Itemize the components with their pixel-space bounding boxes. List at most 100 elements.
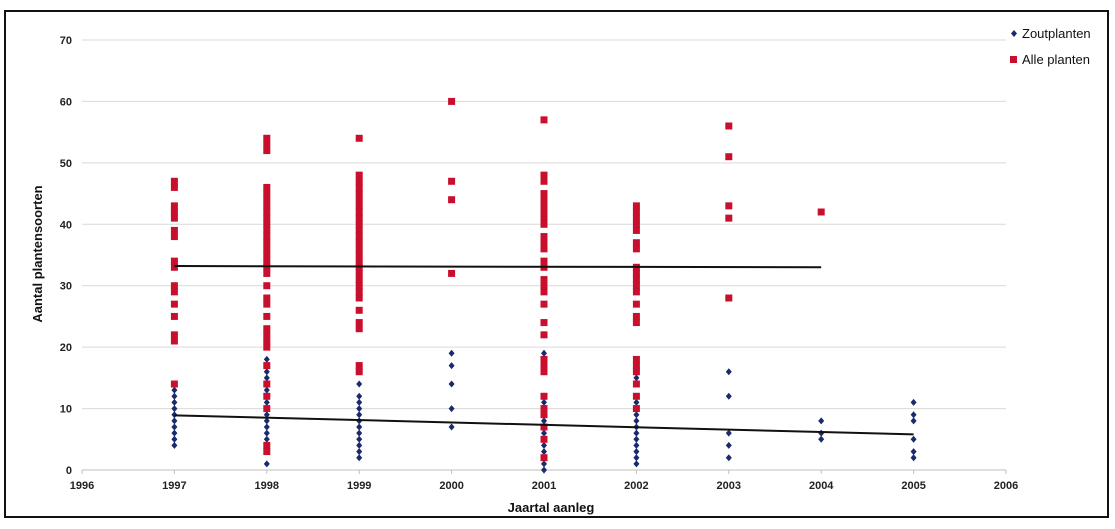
point-zoutplanten <box>356 441 363 449</box>
x-tick-label: 2005 <box>901 480 925 492</box>
point-alle-planten <box>355 325 363 333</box>
point-alle-planten <box>632 276 640 284</box>
x-tick-label: 2000 <box>439 480 463 492</box>
point-alle-planten <box>540 245 548 253</box>
point-zoutplanten <box>910 417 917 425</box>
point-zoutplanten <box>818 429 825 437</box>
point-zoutplanten <box>541 417 547 425</box>
point-alle-planten <box>355 196 363 204</box>
point-zoutplanten <box>448 405 455 413</box>
point-alle-planten <box>355 220 363 228</box>
point-alle-planten <box>170 312 178 320</box>
point-alle-planten <box>632 392 640 400</box>
point-zoutplanten <box>356 405 363 413</box>
point-zoutplanten <box>263 423 270 431</box>
point-zoutplanten <box>356 454 363 462</box>
point-zoutplanten <box>171 441 178 449</box>
point-zoutplanten <box>910 435 917 443</box>
point-alle-planten <box>632 362 640 370</box>
point-alle-planten <box>355 134 363 142</box>
point-zoutplanten <box>818 417 825 425</box>
point-alle-planten <box>725 153 733 161</box>
point-alle-planten <box>263 331 271 339</box>
data-points <box>170 97 917 474</box>
point-alle-planten <box>540 171 548 179</box>
point-zoutplanten <box>263 429 270 437</box>
x-tick-label: 1999 <box>347 480 371 492</box>
legend-item-zoutplanten: Zoutplanten <box>1011 26 1091 41</box>
point-alle-planten <box>540 331 548 339</box>
point-alle-planten <box>632 214 640 222</box>
point-alle-planten <box>263 147 271 155</box>
point-alle-planten <box>263 183 271 191</box>
point-alle-planten <box>540 239 548 247</box>
point-alle-planten <box>263 245 271 253</box>
point-alle-planten <box>263 140 271 148</box>
point-alle-planten <box>263 226 271 234</box>
point-zoutplanten <box>633 454 640 462</box>
point-zoutplanten <box>725 441 732 449</box>
point-alle-planten <box>263 239 271 247</box>
point-zoutplanten <box>725 454 732 462</box>
point-alle-planten <box>263 263 271 271</box>
point-zoutplanten <box>541 441 547 449</box>
point-alle-planten <box>263 337 271 345</box>
point-alle-planten <box>540 362 548 370</box>
point-zoutplanten <box>910 411 917 419</box>
point-zoutplanten <box>263 460 270 468</box>
point-alle-planten <box>540 208 548 216</box>
point-zoutplanten <box>541 466 547 474</box>
point-zoutplanten <box>171 435 178 443</box>
point-zoutplanten <box>633 441 640 449</box>
y-tick-label: 70 <box>60 35 72 47</box>
point-alle-planten <box>263 362 271 370</box>
point-zoutplanten <box>910 454 917 462</box>
point-alle-planten <box>540 257 548 265</box>
point-zoutplanten <box>541 429 547 437</box>
point-alle-planten <box>170 214 178 222</box>
trend-line-zoutplanten <box>174 414 914 436</box>
point-zoutplanten <box>171 386 178 394</box>
point-zoutplanten <box>263 417 270 425</box>
point-alle-planten <box>170 380 178 388</box>
point-alle-planten <box>632 288 640 296</box>
point-alle-planten <box>170 331 178 339</box>
point-alle-planten <box>263 220 271 228</box>
point-alle-planten <box>170 202 178 210</box>
point-alle-planten <box>540 288 548 296</box>
point-alle-planten <box>263 325 271 333</box>
point-alle-planten <box>632 220 640 228</box>
point-zoutplanten <box>356 423 363 431</box>
point-zoutplanten <box>541 460 547 468</box>
point-alle-planten <box>263 134 271 142</box>
point-alle-planten <box>170 257 178 265</box>
point-zoutplanten <box>263 411 270 419</box>
point-alle-planten <box>540 454 548 462</box>
point-alle-planten <box>263 190 271 198</box>
x-tick-label: 1997 <box>162 480 186 492</box>
point-alle-planten <box>632 368 640 376</box>
point-zoutplanten <box>171 392 178 400</box>
point-alle-planten <box>355 202 363 210</box>
point-zoutplanten <box>263 398 270 406</box>
point-zoutplanten <box>263 374 270 382</box>
point-alle-planten <box>355 306 363 314</box>
point-alle-planten <box>725 202 733 210</box>
point-zoutplanten <box>818 435 825 443</box>
point-alle-planten <box>170 337 178 345</box>
y-tick-label: 40 <box>60 219 72 231</box>
y-tick-label: 0 <box>66 465 72 477</box>
point-alle-planten <box>540 423 548 431</box>
point-alle-planten <box>632 282 640 290</box>
point-alle-planten <box>263 214 271 222</box>
point-alle-planten <box>170 300 178 308</box>
point-alle-planten <box>355 362 363 370</box>
point-zoutplanten <box>356 429 363 437</box>
point-zoutplanten <box>171 423 178 431</box>
point-zoutplanten <box>725 368 732 376</box>
point-zoutplanten <box>356 435 363 443</box>
point-alle-planten <box>263 251 271 259</box>
point-zoutplanten <box>725 429 732 437</box>
point-alle-planten <box>170 208 178 216</box>
point-alle-planten <box>263 196 271 204</box>
